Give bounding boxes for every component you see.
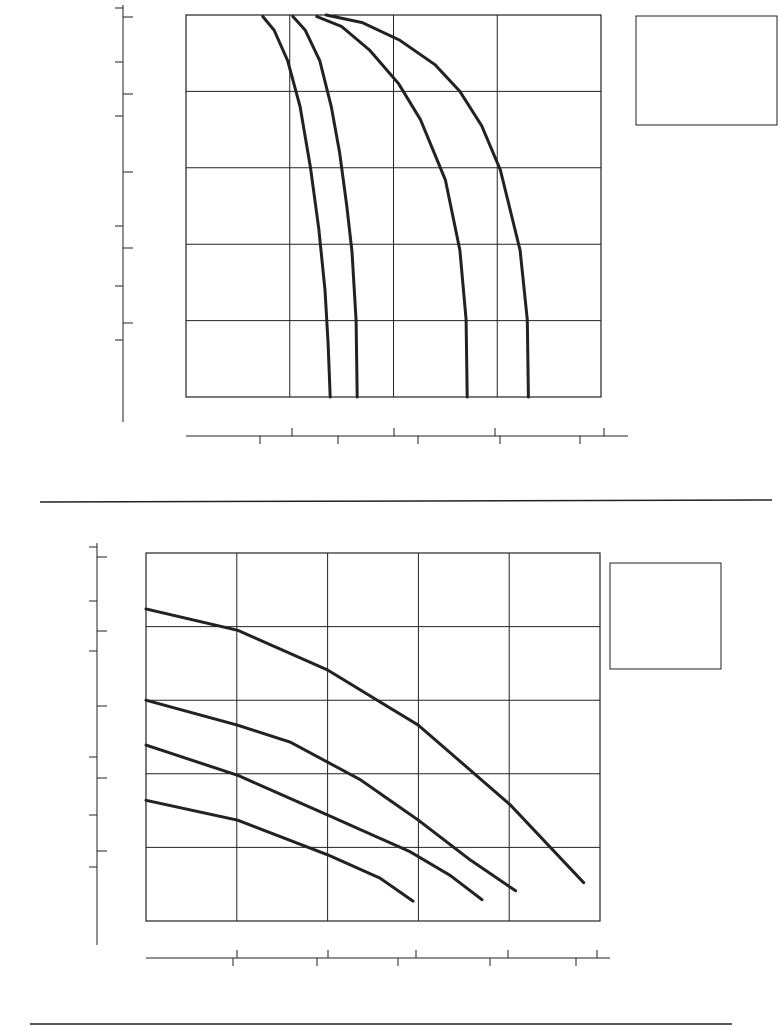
bottom-scale-1 — [186, 428, 628, 444]
curve — [291, 15, 359, 399]
curve — [261, 15, 332, 399]
left-scale-2 — [89, 543, 107, 945]
plot-area — [145, 552, 601, 922]
legend-box — [609, 562, 722, 670]
curve — [144, 698, 518, 893]
bottom-scale-2 — [146, 950, 610, 966]
left-scale-1 — [115, 5, 133, 422]
curve — [144, 743, 484, 902]
separator — [39, 499, 773, 503]
curve — [315, 15, 469, 399]
curve — [144, 798, 415, 903]
curve — [324, 13, 530, 399]
curve — [144, 607, 586, 885]
legend-box — [635, 15, 778, 126]
